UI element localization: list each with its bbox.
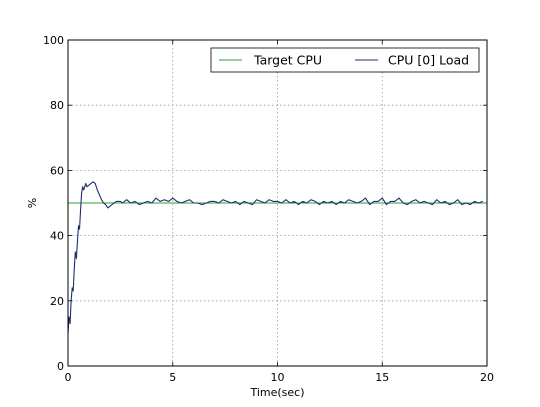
legend-box [210, 47, 480, 73]
x-axis-label: Time(sec) [249, 386, 304, 399]
y-tick-label: 60 [50, 164, 64, 177]
y-tick-label: 20 [50, 295, 64, 308]
y-tick-label: 80 [50, 99, 64, 112]
x-tick-label: 10 [271, 371, 285, 384]
grid [68, 40, 487, 366]
y-tick-label: 40 [50, 230, 64, 243]
x-tick-label: 0 [65, 371, 72, 384]
y-tick-label: 0 [57, 360, 64, 373]
series-layer [67, 181, 487, 334]
legend: Target CPU CPU [0] Load [210, 47, 480, 73]
x-tick-label: 20 [480, 371, 494, 384]
x-tick-label: 15 [375, 371, 389, 384]
legend-label-target-cpu: Target CPU [253, 53, 322, 68]
x-tick-label: 5 [169, 371, 176, 384]
y-axis-label: % [26, 198, 39, 208]
axis-ticks: 0 5 10 15 20 0 20 40 60 80 100 [43, 34, 494, 384]
y-tick-label: 100 [43, 34, 64, 47]
series-line-cpu-0-load [67, 181, 483, 334]
legend-label-cpu-load: CPU [0] Load [388, 53, 469, 68]
